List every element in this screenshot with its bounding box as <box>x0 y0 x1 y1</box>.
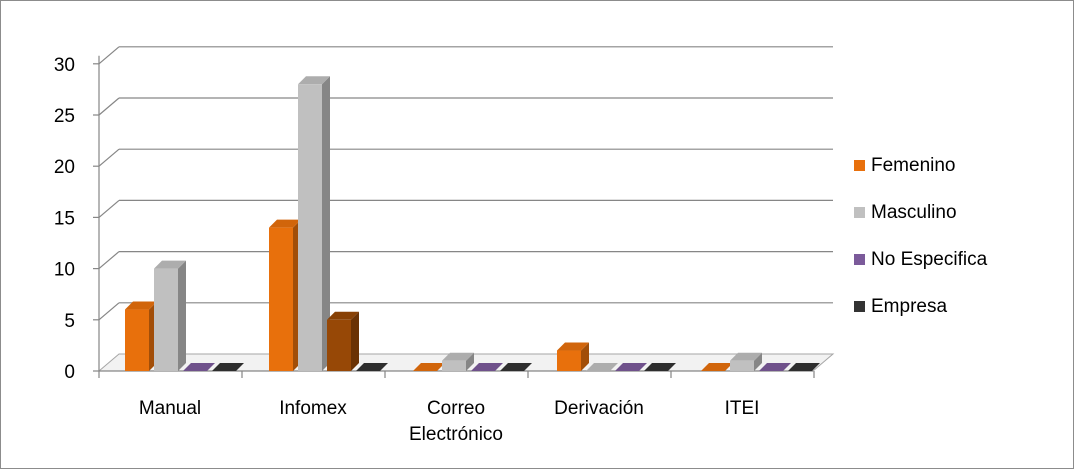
gridline-side <box>98 302 120 321</box>
y-tick-label: 10 <box>54 260 75 281</box>
legend-swatch <box>854 207 865 218</box>
bar <box>644 363 676 371</box>
legend-swatch <box>854 160 865 171</box>
bar <box>442 352 474 371</box>
legend-label: Empresa <box>871 296 947 317</box>
y-tick-label: 15 <box>54 208 75 229</box>
legend-label: No Especifica <box>871 249 988 270</box>
bar <box>500 363 532 371</box>
y-tick-label: 30 <box>54 55 75 76</box>
legend-label: Femenino <box>871 155 956 176</box>
bar <box>615 363 647 371</box>
gridline-side <box>98 199 120 218</box>
legend-label: Masculino <box>871 202 957 223</box>
bar <box>413 363 445 371</box>
gridlines <box>98 46 833 321</box>
y-tick-label: 25 <box>54 106 75 127</box>
bar <box>730 352 762 371</box>
x-category-label: Derivación <box>554 398 644 419</box>
bars <box>125 76 820 371</box>
bar <box>269 219 301 371</box>
bar <box>471 363 503 371</box>
x-category-label: Correo Electrónico <box>409 398 503 445</box>
bar <box>212 363 244 371</box>
bar <box>183 363 215 371</box>
gridline-side <box>98 46 120 65</box>
y-tick-label: 5 <box>64 311 75 332</box>
y-tick-label: 20 <box>54 157 75 178</box>
x-category-label: Manual <box>139 398 201 419</box>
bar <box>356 363 388 371</box>
gridline-side <box>98 97 120 116</box>
gridline-side <box>98 148 120 167</box>
gridline-side <box>98 251 120 270</box>
bar <box>557 342 589 371</box>
bar <box>154 260 186 371</box>
x-category-label: Infomex <box>279 398 347 419</box>
bar <box>125 301 157 371</box>
legend: Femenino Masculino No Especifica Empresa <box>854 155 988 317</box>
bar <box>788 363 820 371</box>
bar <box>701 363 733 371</box>
bar <box>298 76 330 371</box>
bar <box>586 363 618 371</box>
x-category-label: ITEI <box>725 398 760 419</box>
y-tick-label: 0 <box>64 362 75 383</box>
bar <box>759 363 791 371</box>
legend-swatch <box>854 254 865 265</box>
legend-swatch <box>854 301 865 312</box>
bar <box>327 311 359 371</box>
